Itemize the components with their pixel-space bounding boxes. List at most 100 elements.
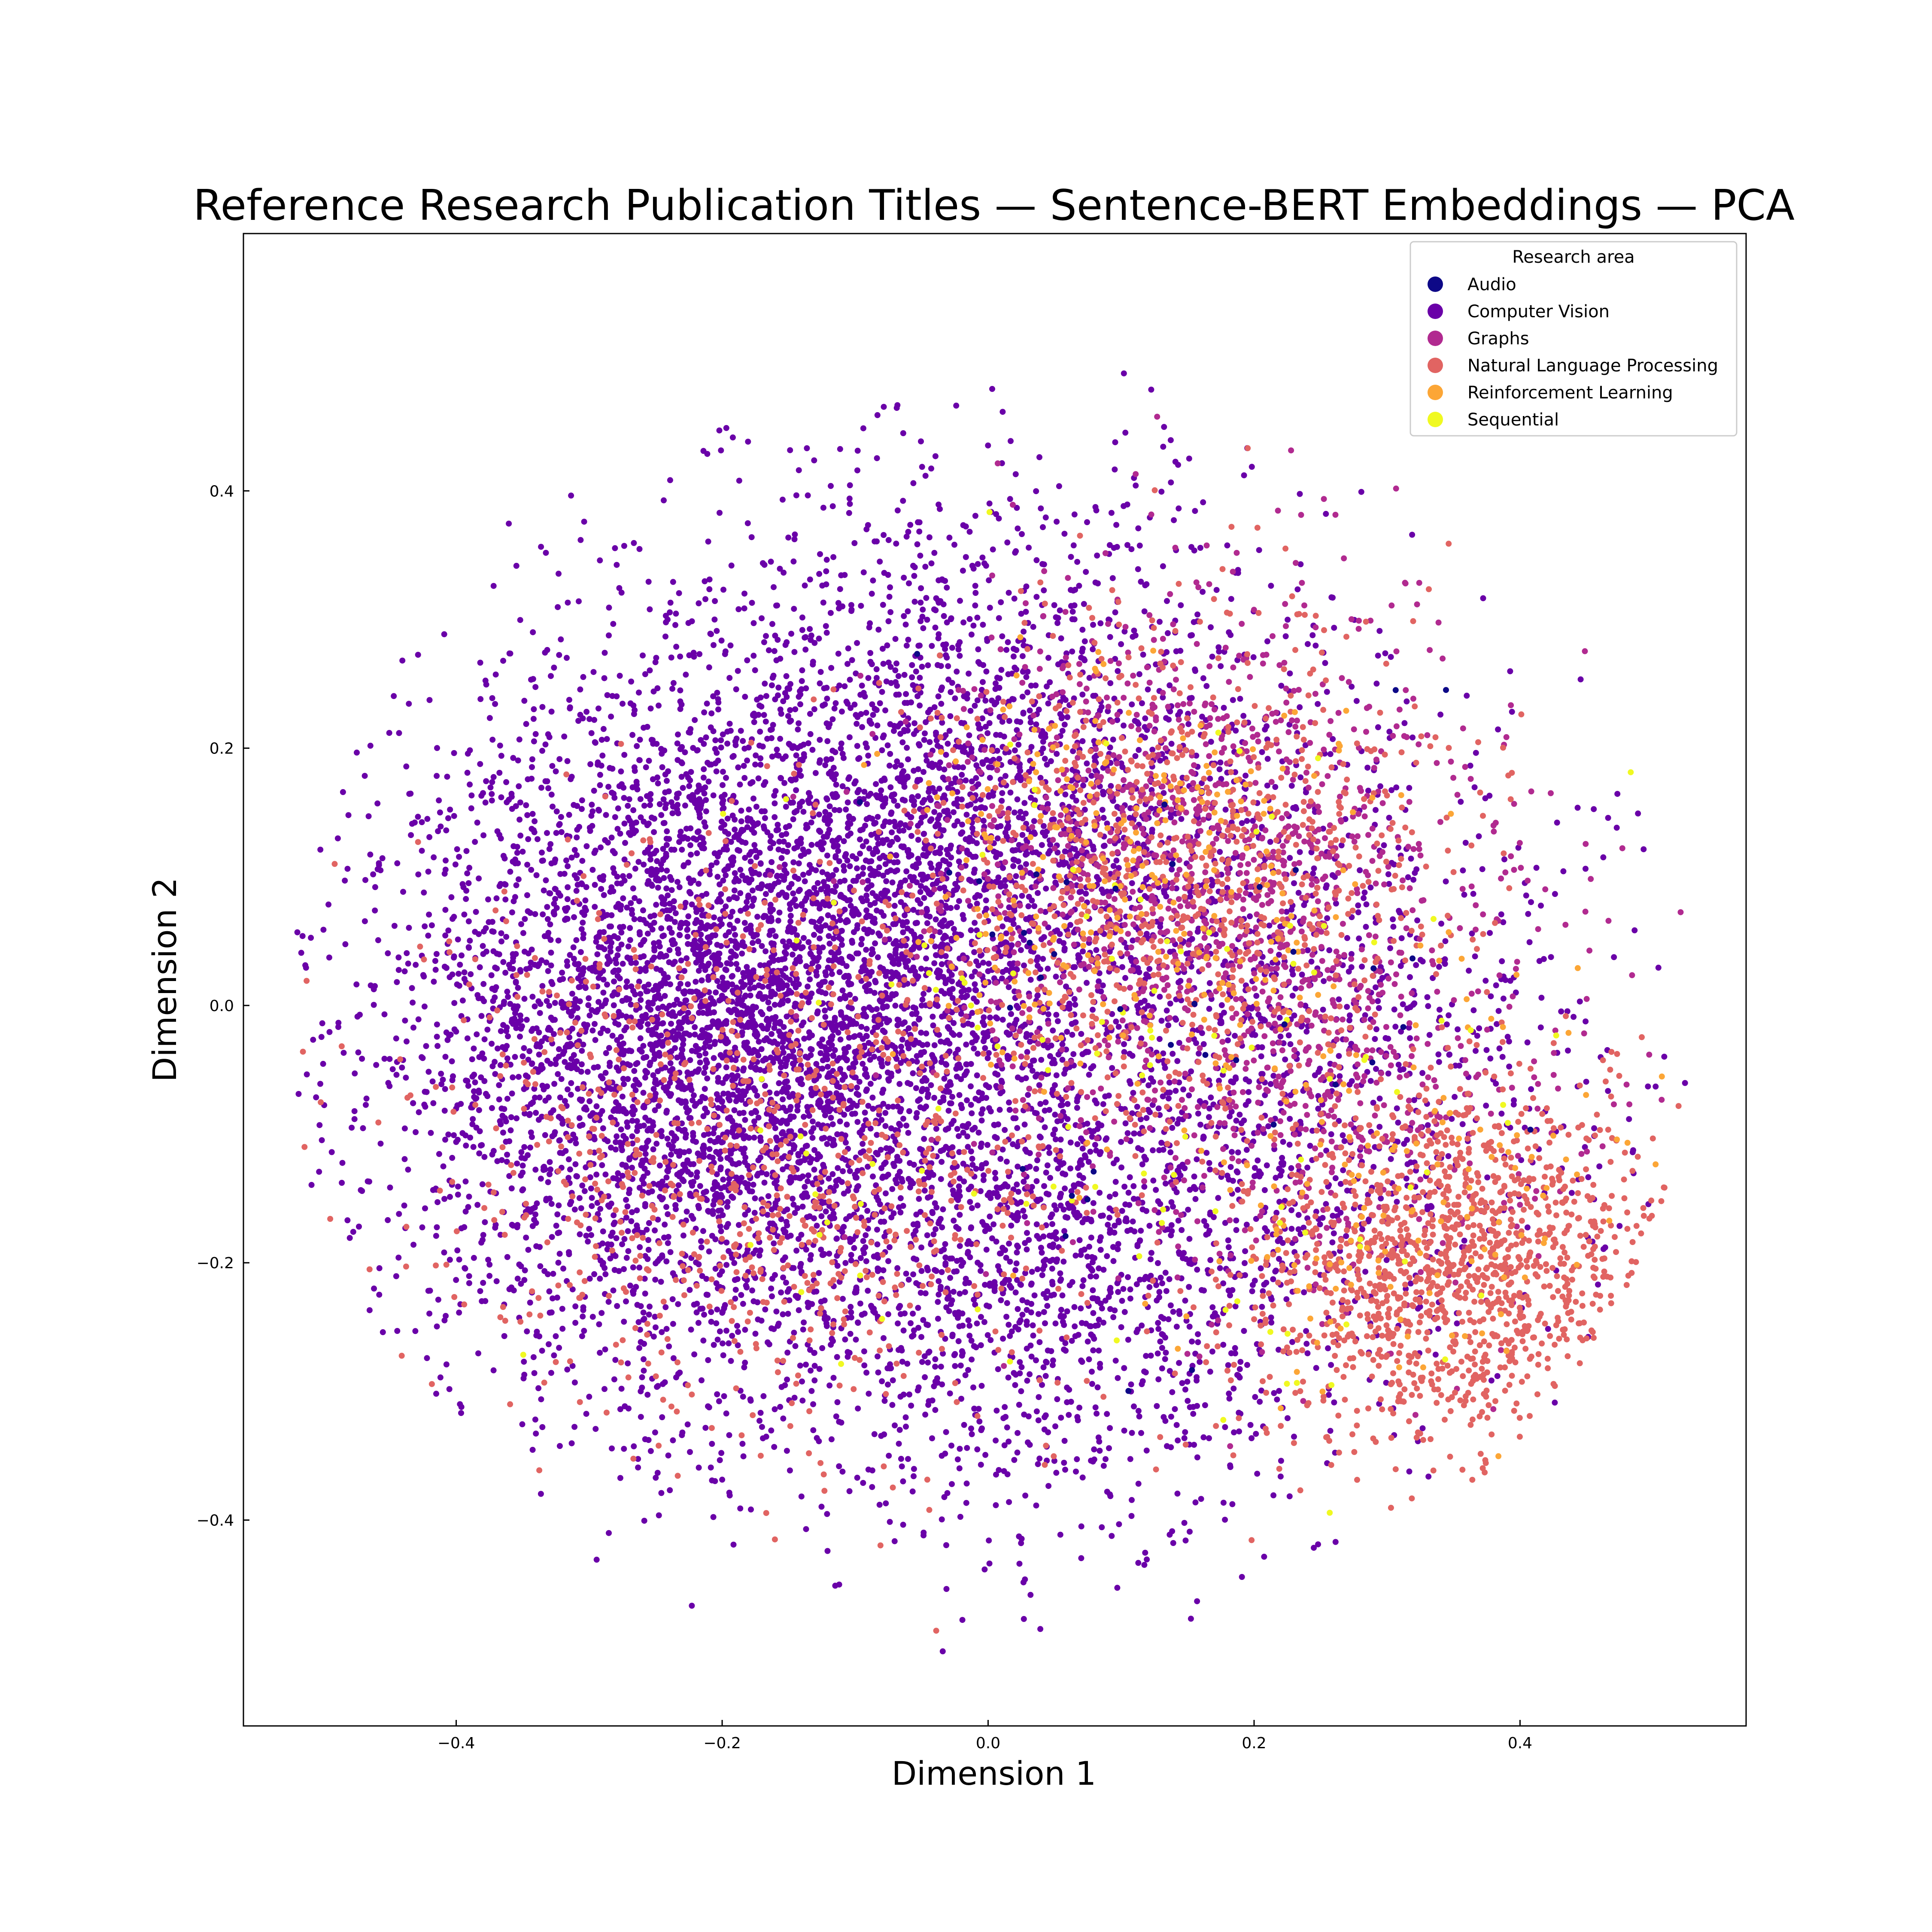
- scatter-point: [628, 1218, 635, 1224]
- scatter-point: [625, 814, 632, 821]
- scatter-point: [507, 1127, 514, 1133]
- scatter-point: [555, 937, 562, 944]
- scatter-point: [703, 808, 709, 814]
- scatter-point: [386, 730, 392, 736]
- scatter-point: [805, 999, 812, 1005]
- scatter-point: [847, 482, 853, 489]
- scatter-point: [521, 1277, 528, 1283]
- scatter-point: [924, 1232, 930, 1239]
- scatter-point: [708, 934, 714, 940]
- scatter-point: [975, 646, 981, 653]
- scatter-point: [884, 742, 891, 749]
- scatter-point: [823, 1208, 829, 1215]
- scatter-point: [969, 1110, 975, 1117]
- scatter-point: [776, 1080, 782, 1086]
- scatter-point: [346, 1235, 353, 1241]
- scatter-point: [671, 898, 677, 905]
- scatter-point: [447, 1194, 453, 1200]
- scatter-point: [597, 772, 603, 778]
- scatter-point: [956, 1032, 963, 1038]
- scatter-point: [738, 979, 744, 985]
- scatter-point: [655, 1068, 661, 1075]
- scatter-point: [693, 1309, 700, 1315]
- scatter-point: [592, 882, 598, 888]
- scatter-point: [532, 731, 539, 737]
- scatter-point: [468, 805, 474, 811]
- scatter-point: [939, 1159, 945, 1165]
- scatter-point: [726, 1248, 732, 1254]
- scatter-point: [399, 657, 406, 664]
- scatter-point: [620, 1133, 627, 1139]
- scatter-point: [933, 916, 939, 923]
- scatter-point: [840, 1296, 846, 1302]
- scatter-point: [304, 1071, 310, 1078]
- scatter-point: [962, 1372, 969, 1379]
- scatter-point: [637, 1123, 644, 1130]
- scatter-point: [700, 1113, 707, 1119]
- scatter-point: [663, 885, 670, 892]
- scatter-point: [677, 687, 683, 694]
- scatter-point: [515, 984, 521, 991]
- scatter-point: [532, 1166, 539, 1173]
- scatter-point: [521, 1372, 528, 1378]
- scatter-point: [644, 1391, 651, 1398]
- scatter-point: [931, 1042, 938, 1048]
- scatter-point: [787, 1467, 793, 1473]
- scatter-point: [659, 1252, 665, 1258]
- scatter-point: [632, 768, 638, 774]
- scatter-point: [477, 761, 483, 767]
- scatter-point: [556, 1202, 562, 1209]
- scatter-point: [568, 1091, 574, 1098]
- scatter-point: [620, 895, 626, 902]
- scatter-point: [801, 1114, 807, 1120]
- scatter-point: [883, 1190, 889, 1197]
- scatter-point: [729, 1333, 735, 1339]
- scatter-point: [558, 829, 565, 835]
- scatter-point: [780, 972, 787, 978]
- scatter-point: [593, 939, 599, 945]
- scatter-point: [642, 1291, 648, 1297]
- scatter-point: [628, 900, 634, 906]
- scatter-point: [654, 1081, 660, 1087]
- scatter-point: [733, 961, 740, 967]
- scatter-point: [720, 586, 726, 593]
- scatter-point: [601, 1386, 608, 1392]
- scatter-point: [406, 925, 412, 931]
- scatter-point: [626, 1405, 632, 1412]
- scatter-point: [441, 1108, 448, 1114]
- scatter-point: [695, 1203, 702, 1209]
- scatter-point: [574, 1086, 581, 1092]
- scatter-point: [999, 790, 1005, 796]
- scatter-point: [753, 854, 759, 860]
- scatter-point: [1021, 962, 1027, 969]
- scatter-point: [361, 773, 368, 779]
- scatter-point: [568, 1080, 574, 1086]
- scatter-point: [634, 1118, 640, 1124]
- scatter-point: [811, 1377, 818, 1384]
- scatter-point: [791, 1394, 798, 1401]
- scatter-point: [718, 943, 724, 949]
- scatter-point: [465, 880, 472, 887]
- scatter-point: [575, 718, 582, 724]
- scatter-point: [816, 635, 822, 642]
- scatter-point: [589, 1314, 596, 1320]
- scatter-point: [983, 562, 989, 569]
- scatter-point: [899, 1179, 905, 1185]
- scatter-point: [687, 1115, 694, 1121]
- scatter-point: [471, 1045, 477, 1052]
- scatter-point: [1067, 1165, 1074, 1172]
- scatter-point: [640, 907, 646, 914]
- scatter-point: [571, 847, 578, 853]
- scatter-point: [720, 983, 726, 990]
- scatter-point: [675, 1182, 682, 1188]
- scatter-point: [653, 966, 660, 972]
- scatter-point: [636, 1345, 642, 1351]
- scatter-point: [662, 1304, 669, 1310]
- scatter-point: [502, 896, 509, 903]
- scatter-point: [401, 1156, 408, 1162]
- scatter-point: [394, 1328, 401, 1334]
- scatter-point: [586, 1394, 592, 1400]
- scatter-point: [533, 1431, 539, 1437]
- scatter-point: [653, 1031, 659, 1037]
- scatter-point: [575, 961, 582, 967]
